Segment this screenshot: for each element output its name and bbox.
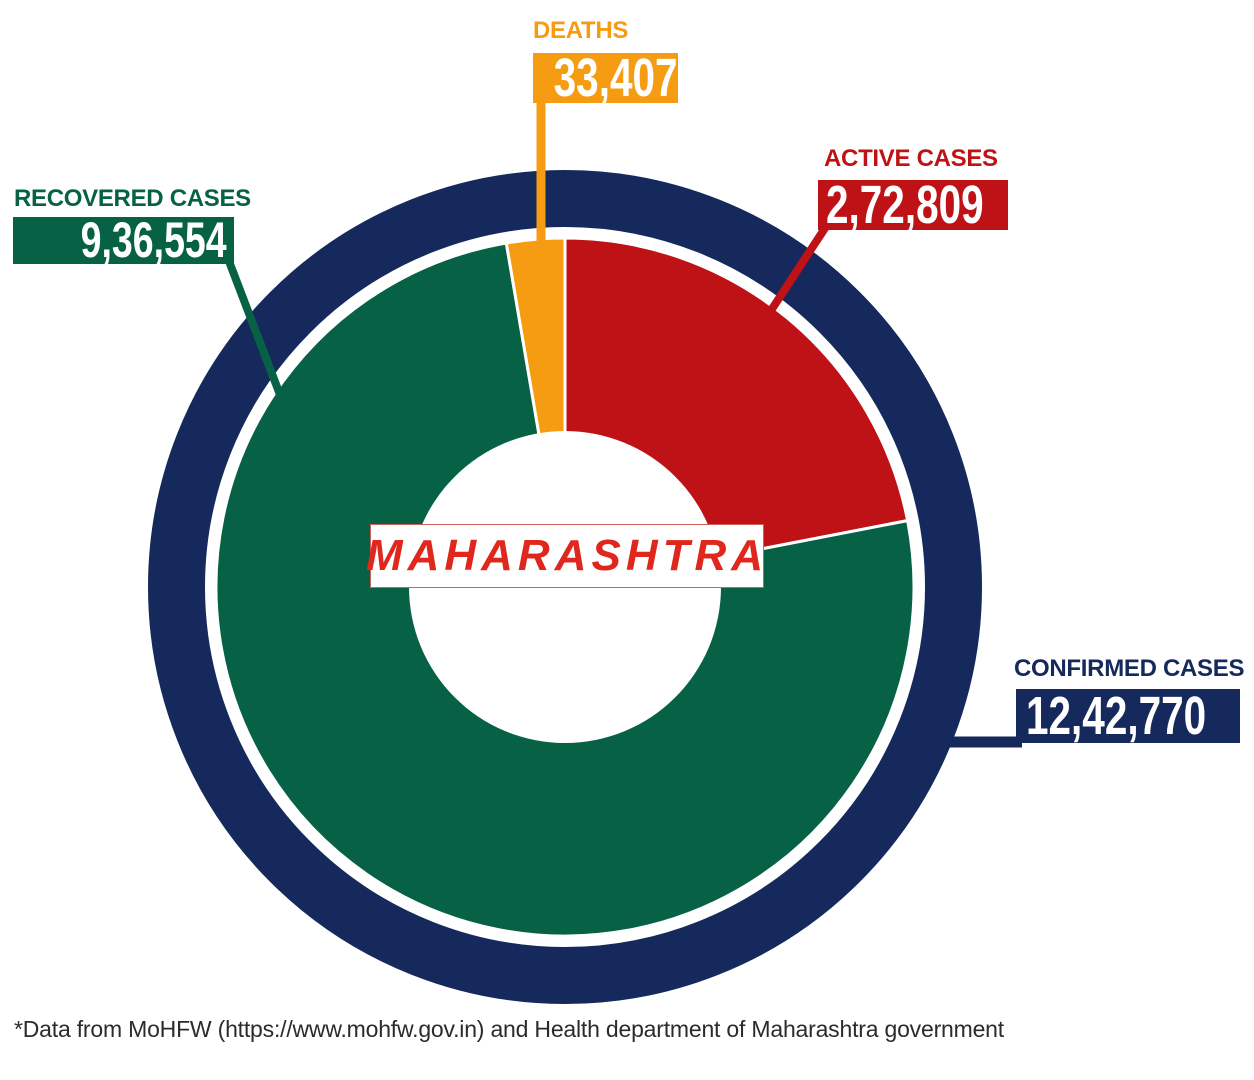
active-cases-value: 2,72,809 xyxy=(826,175,984,235)
confirmed-cases-ring xyxy=(148,170,982,1004)
deaths-heading: DEATHS xyxy=(533,17,629,44)
active-callout-line xyxy=(766,219,833,315)
data-source-note: *Data from MoHFW (https://www.mohfw.gov.… xyxy=(14,1016,1004,1042)
deaths-value-box: 33,407 xyxy=(533,48,678,108)
recovered-cases-value: 9,36,554 xyxy=(81,212,227,268)
confirmed-cases-value: 12,42,770 xyxy=(1026,686,1207,746)
deaths-value: 33,407 xyxy=(553,48,678,108)
active-cases-value-box: 2,72,809 xyxy=(818,175,1008,235)
recovered-callout-line xyxy=(223,254,286,402)
confirmed-cases-heading: CONFIRMED CASES xyxy=(1014,655,1245,682)
active-cases-heading: ACTIVE CASES xyxy=(824,145,998,172)
confirmed-cases-value-box: 12,42,770 xyxy=(1016,689,1240,743)
recovered-cases-heading: RECOVERED CASES xyxy=(14,185,251,212)
recovered-cases-value-box: 9,36,554 xyxy=(13,212,234,268)
state-name-band: MAHARASHTRA xyxy=(366,524,764,588)
state-name: MAHARASHTRA xyxy=(365,531,769,580)
